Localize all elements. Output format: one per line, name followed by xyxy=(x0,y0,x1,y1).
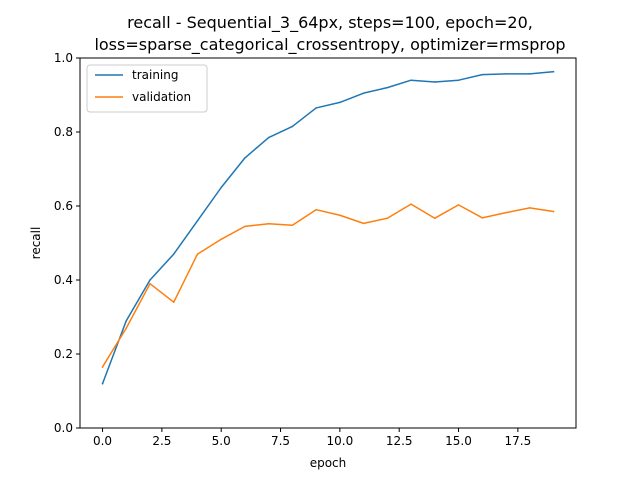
data-point-training-12 xyxy=(386,86,389,89)
x-tick-label: 17.5 xyxy=(504,434,531,448)
y-tick-label: 0.2 xyxy=(54,347,73,361)
y-axis-label: recall xyxy=(29,227,43,260)
data-point-validation-19 xyxy=(552,210,555,213)
data-point-training-16 xyxy=(481,73,484,76)
plot-area xyxy=(80,58,576,428)
data-point-validation-5 xyxy=(220,238,222,241)
data-point-validation-0 xyxy=(101,366,104,368)
data-point-training-8 xyxy=(291,125,294,128)
data-point-training-17 xyxy=(505,73,507,75)
x-axis-ticks: 0.0 2.5 5.0 7.5 10.0 12.5 15.0 17.5 xyxy=(93,428,531,448)
y-tick-label: 1.0 xyxy=(54,51,73,65)
data-point-training-5 xyxy=(220,186,222,189)
x-tick-label: 12.5 xyxy=(386,434,413,448)
data-point-validation-2 xyxy=(149,282,151,285)
data-point-training-11 xyxy=(362,92,365,94)
legend-box xyxy=(86,64,208,113)
data-point-validation-3 xyxy=(172,301,175,303)
data-point-training-19 xyxy=(552,70,555,73)
data-point-training-14 xyxy=(434,81,436,83)
y-axis-ticks: 0.0 0.2 0.4 0.6 0.8 1.0 xyxy=(54,51,80,435)
series-layer xyxy=(101,70,555,385)
data-point-validation-12 xyxy=(386,217,389,219)
data-point-training-10 xyxy=(339,101,341,104)
x-tick-label: 0.0 xyxy=(93,434,112,448)
chart-title-line-2: loss=sparse_categorical_crossentropy, op… xyxy=(94,35,565,55)
data-point-training-2 xyxy=(149,279,151,281)
data-point-training-6 xyxy=(244,157,246,159)
x-tick-label: 5.0 xyxy=(212,434,231,448)
series-line-validation xyxy=(101,203,555,368)
x-tick-label: 10.0 xyxy=(327,434,354,448)
x-tick-label: 7.5 xyxy=(271,434,290,448)
data-point-validation-13 xyxy=(410,203,412,205)
data-point-training-9 xyxy=(315,107,317,109)
data-point-validation-7 xyxy=(267,223,270,225)
data-point-validation-11 xyxy=(362,222,365,225)
plot-frame xyxy=(79,57,577,429)
chart-title-line-1: recall - Sequential_3_64px, steps=100, e… xyxy=(127,13,533,33)
data-point-validation-17 xyxy=(505,211,507,214)
data-point-validation-16 xyxy=(481,217,484,219)
data-point-validation-1 xyxy=(125,327,128,329)
data-point-training-13 xyxy=(410,79,412,81)
data-point-validation-18 xyxy=(528,207,531,209)
data-point-validation-9 xyxy=(315,208,317,211)
y-tick-label: 0.6 xyxy=(54,199,73,213)
x-axis-label: epoch xyxy=(310,456,347,470)
data-point-training-1 xyxy=(125,319,128,322)
x-tick-label: 2.5 xyxy=(152,434,171,448)
data-point-validation-4 xyxy=(196,253,199,255)
data-point-validation-10 xyxy=(339,214,341,216)
data-point-training-7 xyxy=(267,136,270,139)
data-point-training-4 xyxy=(196,220,199,222)
data-point-training-3 xyxy=(172,253,175,255)
data-point-training-0 xyxy=(101,382,104,385)
data-point-validation-15 xyxy=(457,204,460,206)
y-tick-label: 0.8 xyxy=(54,125,73,139)
data-point-validation-14 xyxy=(434,217,436,219)
data-point-validation-8 xyxy=(291,224,294,226)
legend: training validation xyxy=(86,64,208,113)
x-tick-label: 15.0 xyxy=(445,434,472,448)
y-tick-label: 0.4 xyxy=(54,273,73,287)
data-point-validation-6 xyxy=(244,225,246,228)
legend-label-training: training xyxy=(132,68,179,82)
data-point-training-15 xyxy=(457,79,460,81)
y-tick-label: 0.0 xyxy=(54,421,73,435)
legend-label-validation: validation xyxy=(132,90,191,104)
data-point-training-18 xyxy=(528,73,531,75)
series-line-training xyxy=(101,70,555,385)
